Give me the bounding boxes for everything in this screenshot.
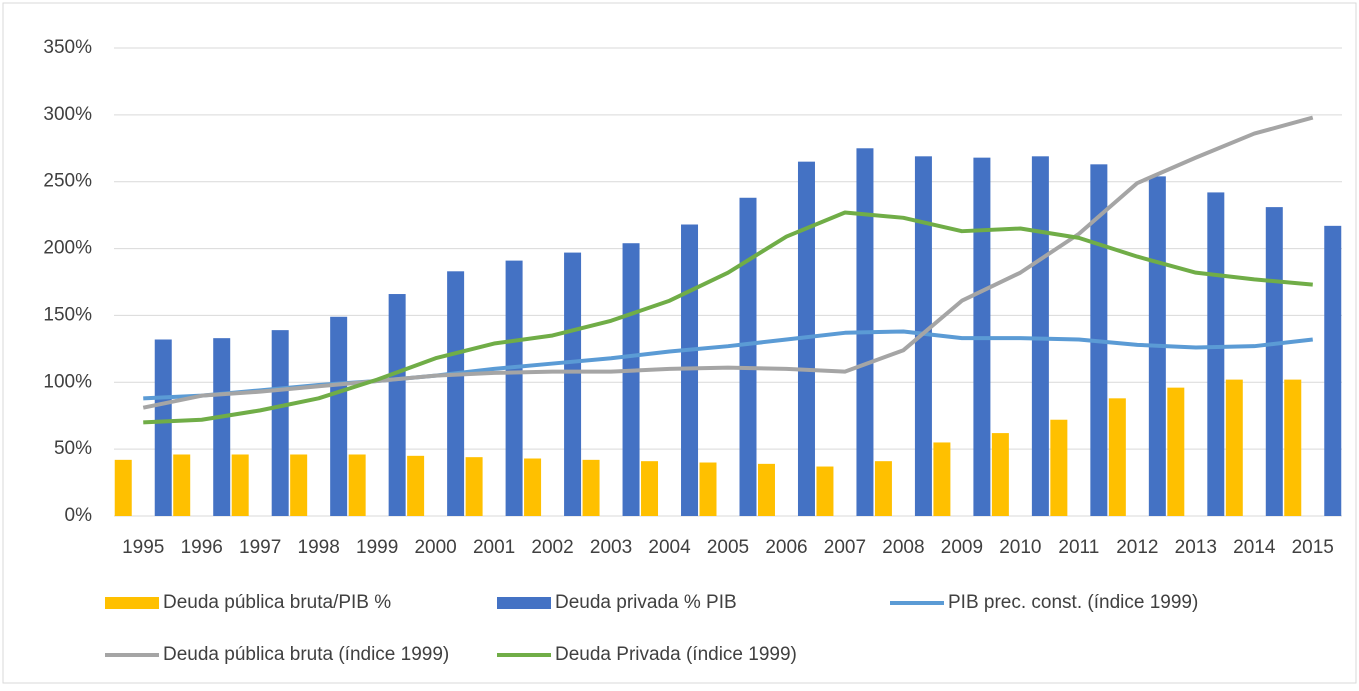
bar: [213, 338, 231, 516]
x-tick-label: 2004: [648, 537, 691, 558]
bar: [290, 454, 308, 516]
bar: [330, 316, 348, 516]
bar: [388, 294, 406, 516]
legend-swatch: [497, 597, 551, 609]
x-tick-label: 2011: [1058, 537, 1099, 558]
bar: [114, 459, 132, 516]
x-tick-label: 1999: [356, 537, 398, 558]
legend-label: Deuda pública bruta (índice 1999): [163, 644, 449, 665]
x-tick-label: 2003: [590, 537, 632, 558]
legend-swatch: [105, 597, 159, 609]
legend-label: Deuda Privada (índice 1999): [555, 644, 797, 665]
x-tick-label: 2000: [414, 537, 456, 558]
bar: [271, 330, 289, 516]
x-tick-label: 1996: [181, 537, 223, 558]
bar: [505, 260, 523, 516]
bar: [699, 462, 717, 516]
bar: [231, 454, 249, 516]
bar: [874, 461, 892, 516]
x-tick-label: 2008: [882, 537, 924, 558]
bar: [564, 252, 582, 516]
bar: [582, 459, 600, 516]
bar: [1225, 379, 1243, 516]
y-tick-label: 100%: [43, 371, 92, 392]
y-tick-label: 0%: [65, 505, 93, 526]
y-tick-label: 50%: [54, 438, 92, 459]
x-tick-label: 2006: [765, 537, 807, 558]
y-tick-label: 150%: [43, 304, 92, 325]
x-tick-label: 2005: [707, 537, 749, 558]
bar: [757, 463, 775, 516]
x-tick-label: 2013: [1175, 537, 1217, 558]
y-tick-label: 350%: [43, 37, 92, 58]
bar: [348, 454, 366, 516]
x-tick-label: 1998: [298, 537, 340, 558]
y-tick-label: 200%: [43, 238, 92, 259]
bar: [1207, 192, 1225, 516]
x-tick-label: 2014: [1233, 537, 1276, 558]
x-tick-label: 2002: [531, 537, 573, 558]
x-tick-label: 2001: [473, 537, 515, 558]
bar: [1324, 225, 1342, 516]
y-tick-label: 250%: [43, 171, 92, 192]
bar: [1108, 398, 1126, 516]
x-tick-label: 2010: [999, 537, 1041, 558]
bar: [1031, 156, 1049, 516]
bar: [524, 458, 542, 516]
bar: [816, 466, 834, 516]
line-series: [142, 115, 1314, 410]
x-tick-label: 2007: [824, 537, 866, 558]
bar: [1050, 419, 1068, 516]
bar: [991, 433, 1009, 516]
bar: [173, 454, 191, 516]
x-tick-label: 1997: [239, 537, 281, 558]
bar: [641, 461, 659, 516]
bar: [739, 197, 757, 516]
x-tick-label: 2009: [941, 537, 983, 558]
bar: [407, 455, 425, 516]
line-series: [143, 210, 1313, 425]
bar: [465, 457, 483, 516]
legend-label: Deuda privada % PIB: [555, 592, 737, 613]
bar: [622, 243, 640, 517]
x-tick-label: 2012: [1116, 537, 1158, 558]
legend-label: Deuda pública bruta/PIB %: [163, 592, 391, 613]
bar: [1167, 387, 1185, 516]
x-tick-label: 2015: [1292, 537, 1334, 558]
bar: [914, 156, 932, 516]
bar: [933, 442, 951, 516]
y-tick-label: 300%: [43, 104, 92, 125]
bar: [154, 339, 172, 516]
bar: [447, 271, 465, 516]
bar: [1284, 379, 1302, 516]
legend-label: PIB prec. const. (índice 1999): [948, 592, 1198, 613]
x-tick-label: 1995: [122, 537, 164, 558]
bar: [1265, 207, 1283, 516]
